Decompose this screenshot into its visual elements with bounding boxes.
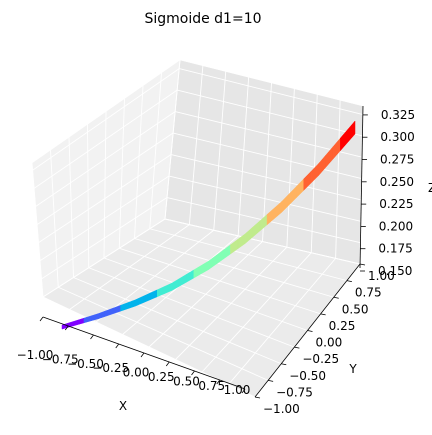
z-tick-label: 0.275 [380, 153, 414, 167]
y-tick-mark [346, 280, 352, 283]
left-grid-y [31, 162, 44, 298]
z-tick-label: 0.325 [381, 108, 415, 122]
back-grid-x [286, 88, 295, 248]
y-tick-label: 0.75 [355, 286, 382, 300]
back-grid-x [335, 100, 341, 259]
left-grid-z [36, 132, 174, 225]
left-grid-y [149, 72, 162, 229]
x-axis-label: X [119, 399, 127, 413]
y-tick-label: −0.25 [302, 352, 339, 366]
x-tick-label: −0.50 [67, 357, 104, 371]
y-tick-label: −0.50 [289, 369, 326, 383]
floor-grid-y [119, 247, 321, 315]
x-tick-mark [216, 379, 221, 385]
x-tick-label: −0.75 [42, 352, 79, 366]
floor-grid-x [175, 246, 288, 360]
z-ticks: 0.150 0.175 0.200 0.225 0.250 0.275 0.300 0.325 [360, 108, 415, 278]
back-grid-x [213, 71, 227, 231]
left-grid-y [50, 150, 59, 288]
y-tick-label: 1.00 [368, 269, 395, 283]
floor-grid-y [103, 257, 308, 331]
left-grid-y [103, 111, 107, 259]
floor-grid-y [134, 238, 334, 298]
left-grid-z [41, 197, 168, 280]
x-tick-mark [90, 334, 94, 340]
back-grid-x [262, 82, 272, 242]
z-axis-line [359, 105, 364, 269]
z-tick-label: 0.175 [378, 242, 412, 256]
y-tick-label: −1.00 [263, 402, 300, 416]
back-grid-x [164, 59, 181, 220]
left-grid-z [38, 154, 172, 244]
z-tick-label: 0.250 [380, 175, 414, 189]
x-ticks: −1.00−0.75−0.50−0.250.000.250.500.751.00 [17, 316, 251, 397]
x-tick-label: 0.25 [148, 370, 175, 384]
x-tick-mark [64, 325, 69, 331]
back-grid-z [179, 68, 363, 115]
back-grid-z [177, 89, 363, 137]
x-tick-mark [140, 352, 145, 358]
y-tick-label: −0.75 [276, 385, 313, 399]
left-grid-y [118, 98, 125, 249]
y-tick-mark [320, 313, 326, 316]
z-tick-label: 0.300 [380, 130, 414, 144]
x-tick-label: 0.75 [198, 379, 225, 393]
surface-segment [347, 120, 356, 144]
chart-title: Sigmoide d1=10 [144, 11, 261, 27]
x-tick-mark [165, 361, 170, 367]
y-tick-label: 0.25 [329, 319, 356, 333]
y-tick-label: 0.50 [342, 302, 369, 316]
floor-grid-y [149, 228, 347, 282]
x-tick-label: 0.50 [173, 374, 200, 388]
y-tick-mark [268, 379, 274, 382]
y-axis-label: Y [348, 362, 357, 376]
back-grid-z [164, 218, 361, 265]
left-grid-z [32, 68, 180, 171]
left-grid-z [39, 175, 170, 262]
z-axis-label: Z [428, 181, 432, 195]
z-tick-label: 0.150 [378, 264, 412, 278]
x-tick-label: 1.00 [224, 383, 251, 397]
y-tick-mark [307, 330, 313, 332]
y-tick-mark [333, 296, 339, 299]
y-tick-mark [281, 363, 287, 366]
back-grid-z [170, 154, 362, 201]
y-ticks: −1.00 −0.75 −0.50 −0.25 0.00 0.25 0.50 0.75 1.00 [254, 263, 395, 416]
x-tick-label: −1.00 [17, 348, 54, 362]
y-tick-mark [294, 346, 300, 349]
x-tick-mark [191, 370, 195, 376]
surface-segment [69, 320, 77, 328]
left-grid-z [35, 111, 176, 207]
z-tick-label: 0.225 [379, 197, 413, 211]
floor-grid-x [201, 252, 312, 373]
left-grid-z [42, 218, 166, 298]
left-grid-y [87, 124, 90, 268]
left-grid-y [68, 137, 74, 278]
y-tick-mark [359, 263, 366, 266]
z-tick-label: 0.200 [379, 219, 413, 233]
grid-lines [31, 59, 364, 398]
surface-segment [76, 317, 85, 326]
x-tick-mark [241, 388, 246, 394]
x-tick-label: 0.00 [123, 366, 150, 380]
floor-grid-x [228, 258, 336, 385]
x-tick-label: −0.25 [92, 361, 129, 375]
back-grid-x [237, 77, 250, 236]
x-tick-mark [39, 316, 44, 322]
back-grid-z [173, 132, 362, 180]
x-tick-mark [115, 343, 120, 349]
y-tick-label: 0.00 [316, 336, 343, 350]
back-grid-x [188, 65, 204, 225]
back-grid-z [168, 175, 361, 222]
y-tick-mark [254, 396, 261, 399]
left-grid-z [33, 89, 178, 189]
left-grid-y [134, 85, 144, 239]
surface [61, 120, 356, 330]
